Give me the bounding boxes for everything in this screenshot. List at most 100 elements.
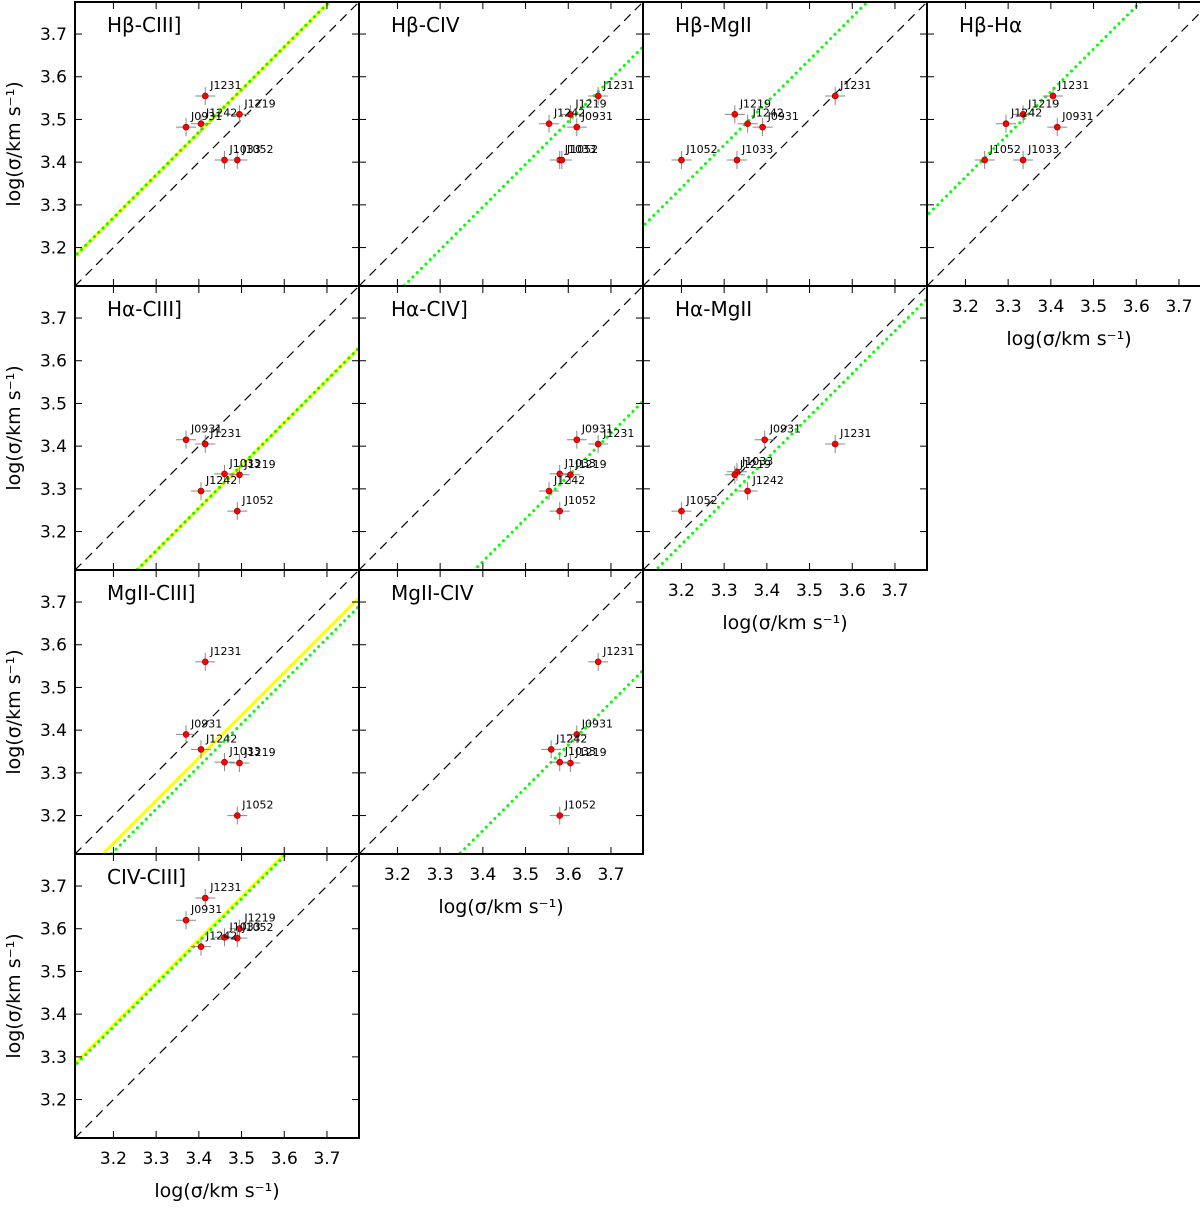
one-to-one-line: [359, 286, 643, 570]
marker: [545, 120, 553, 128]
one-to-one-line: [359, 2, 643, 286]
point-label: J1242: [555, 732, 587, 745]
data-point-J1231: J1231: [588, 427, 634, 454]
marker: [201, 440, 209, 448]
y-tick-label: 3.5: [40, 962, 67, 982]
data-point-J1219: J1219: [229, 97, 276, 124]
x-tick-label: 3.3: [427, 865, 454, 885]
one-to-one-line: [75, 286, 359, 570]
y-tick-label: 3.4: [40, 153, 67, 173]
point-label: J1219: [243, 746, 275, 759]
marker: [678, 156, 685, 164]
marker: [1019, 156, 1027, 164]
marker: [182, 436, 190, 444]
point-label: J1219: [739, 97, 771, 110]
point-label: J1052: [564, 799, 596, 812]
data-point-J1242: J1242: [190, 732, 237, 759]
data-point-J1242: J1242: [996, 107, 1042, 133]
data-point-J1242: J1242: [539, 107, 585, 133]
point-label: J0931: [581, 423, 613, 436]
point-label: J1231: [209, 881, 241, 894]
data-point-J0931: J0931: [176, 903, 222, 930]
data-point-J1052: J1052: [227, 799, 274, 825]
point-label: J1219: [243, 458, 275, 471]
marker: [201, 894, 209, 902]
data-point-J1231: J1231: [195, 881, 242, 907]
marker: [233, 507, 241, 515]
x-tick-label: 3.5: [228, 1149, 255, 1169]
point-label: J1033: [228, 920, 260, 933]
data-point-J1033: J1033: [214, 457, 261, 483]
fit-line-green: [653, 296, 927, 570]
point-label: J1231: [1057, 79, 1089, 92]
y-tick-label: 3.3: [40, 480, 67, 500]
x-tick-label: 3.4: [185, 1149, 212, 1169]
x-tick-label: 3.3: [711, 581, 738, 601]
one-to-one-line: [927, 12, 1200, 286]
marker: [558, 156, 566, 164]
point-label: J0931: [190, 717, 222, 730]
y-tick-label: 3.2: [40, 239, 67, 259]
x-tick-label: 3.7: [597, 865, 624, 885]
marker: [744, 120, 751, 128]
point-label: J1242: [205, 732, 237, 745]
data-point-J1033: J1033: [549, 457, 596, 483]
data-point-J0931: J0931: [176, 717, 222, 744]
y-tick-label: 3.6: [40, 68, 67, 88]
point-label: J1242: [752, 474, 784, 487]
x-tick-label: 3.5: [796, 581, 823, 601]
y-axis-title: log(σ/km s⁻¹): [3, 649, 25, 774]
point-label: J1033: [741, 143, 773, 156]
marker: [744, 487, 751, 495]
data-point-J1033: J1033: [214, 920, 261, 947]
point-label: J1052: [564, 494, 596, 507]
point-label: J1231: [209, 79, 241, 92]
point-label: J1219: [739, 458, 771, 471]
panel-frame: [926, 1, 1200, 287]
y-tick-label: 3.5: [40, 394, 67, 414]
point-label: J1231: [839, 79, 871, 92]
marker: [233, 812, 241, 819]
data-point-J1242: J1242: [190, 930, 237, 956]
fit-line-green: [457, 668, 643, 854]
point-label: J1242: [205, 474, 237, 487]
one-to-one-line: [359, 570, 643, 854]
marker: [573, 436, 581, 444]
marker: [594, 92, 602, 100]
marker: [1053, 123, 1061, 131]
point-label: J1231: [602, 645, 634, 658]
y-tick-label: 3.4: [40, 437, 67, 457]
data-point-J1219: J1219: [560, 458, 607, 484]
data-point-J1052: J1052: [549, 799, 596, 825]
x-axis-title: log(σ/km s⁻¹): [154, 1180, 279, 1202]
marker: [182, 123, 190, 131]
data-point-J1219: J1219: [229, 746, 276, 773]
data-point-J1033: J1033: [726, 143, 773, 170]
data-point-J1231: J1231: [195, 79, 242, 105]
data-point-J1242: J1242: [737, 107, 784, 133]
data-point-J1242: J1242: [737, 474, 784, 500]
marker: [221, 758, 228, 766]
y-tick-label: 3.7: [40, 877, 67, 897]
point-label: J1052: [241, 143, 273, 156]
marker: [759, 123, 766, 131]
fit-line-green: [75, 854, 289, 1068]
marker: [221, 156, 228, 164]
data-point-J1242: J1242: [539, 474, 585, 500]
point-label: J1242: [553, 474, 585, 487]
x-tick-label: 3.7: [881, 581, 908, 601]
one-to-one-line: [643, 286, 927, 570]
y-axis-title: log(σ/km s⁻¹): [3, 365, 25, 490]
data-point-J1231: J1231: [825, 79, 871, 105]
panel-title: Hβ-MgII: [675, 13, 752, 37]
marker: [731, 111, 739, 118]
